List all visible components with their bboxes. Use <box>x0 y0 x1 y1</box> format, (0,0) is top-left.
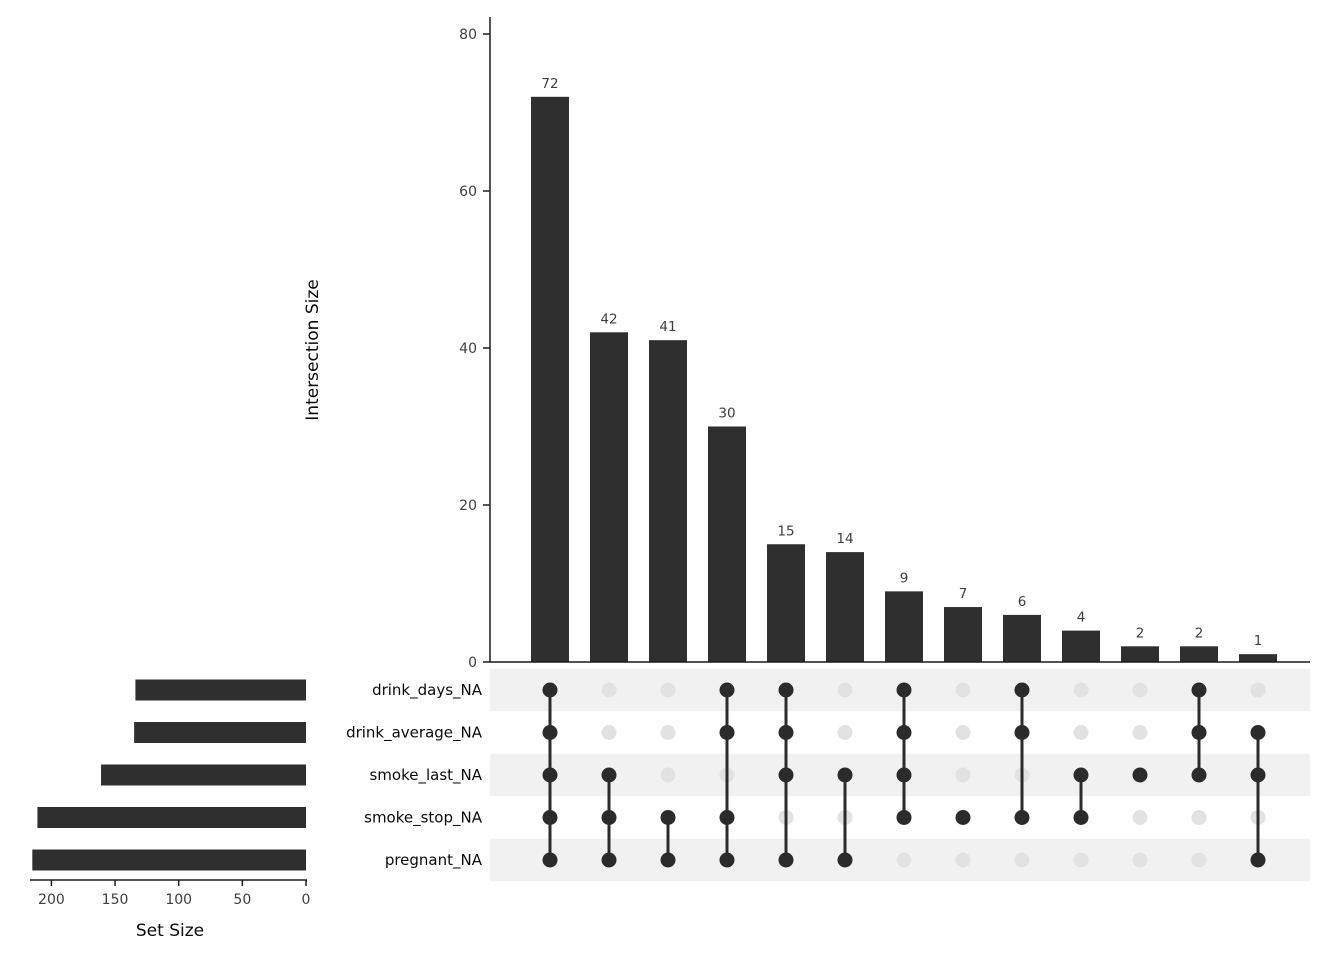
intersection-bar <box>1003 614 1041 662</box>
set-size-bar <box>32 849 307 871</box>
y-tick-label: 40 <box>459 341 477 357</box>
set-size-axis-title: Set Size <box>136 921 204 941</box>
set-label: drink_average_NA <box>346 724 483 743</box>
matrix-dot-inactive <box>1132 682 1148 698</box>
set-size-bar <box>134 722 306 743</box>
matrix-dot-inactive <box>1132 810 1148 825</box>
matrix-dot-inactive <box>837 682 853 698</box>
set-size-bar <box>135 679 306 701</box>
intersection-bar-label: 4 <box>1077 610 1086 626</box>
intersection-bar-label: 2 <box>1136 625 1145 641</box>
intersection-bar <box>1180 646 1218 662</box>
matrix-dot-inactive <box>837 725 853 740</box>
intersection-bar-label: 72 <box>541 76 558 92</box>
set-size-bar-chart <box>32 679 307 871</box>
matrix-dot-inactive <box>955 852 971 868</box>
intersection-bar-label: 42 <box>600 311 617 327</box>
set-label: smoke_stop_NA <box>364 809 483 828</box>
y-tick-label: 80 <box>459 27 477 43</box>
intersection-bar <box>767 544 805 662</box>
set-label: pregnant_NA <box>385 851 483 870</box>
y-tick-label: 60 <box>459 184 477 200</box>
intersection-bar <box>944 607 982 662</box>
intersection-bar <box>1062 630 1100 662</box>
intersection-bar <box>531 96 569 663</box>
intersection-bar <box>826 552 864 662</box>
matrix-dot-active <box>1132 767 1148 783</box>
set-label: smoke_last_NA <box>369 766 482 785</box>
matrix-dot-active <box>955 810 971 825</box>
intersection-bar <box>590 332 628 662</box>
matrix-connectors <box>548 690 1260 860</box>
matrix-dot-inactive <box>1073 852 1089 868</box>
set-tick-label: 150 <box>102 892 129 908</box>
matrix-dot-inactive <box>1250 682 1266 698</box>
intersection-bar <box>1121 646 1159 662</box>
set-tick-label: 100 <box>165 892 192 908</box>
matrix-dot-inactive <box>1014 852 1030 868</box>
matrix-dot-inactive <box>1132 725 1148 740</box>
intersection-bar-label: 9 <box>900 570 909 586</box>
intersection-bar-label: 15 <box>777 523 794 539</box>
set-tick-label: 50 <box>233 892 251 908</box>
intersection-bar-label: 7 <box>959 586 968 602</box>
axes: 0 20 40 60 80 200 150 100 50 0 <box>30 17 1310 908</box>
set-tick-label: 200 <box>38 892 65 908</box>
set-size-bar <box>37 807 306 828</box>
matrix-dot-inactive <box>1073 682 1089 698</box>
intersection-bar-label: 6 <box>1018 594 1027 610</box>
matrix-dot-inactive <box>955 767 971 783</box>
set-tick-label: 0 <box>302 892 311 908</box>
set-labels: drink_days_NA drink_average_NA smoke_last_… <box>346 681 483 870</box>
matrix-dot-inactive <box>955 725 971 740</box>
matrix-dot-inactive <box>660 682 676 698</box>
intersection-bar-label: 14 <box>836 531 853 547</box>
intersection-bar-label: 2 <box>1195 625 1204 641</box>
matrix-dot-inactive <box>601 682 617 698</box>
matrix-dot-inactive <box>660 725 676 740</box>
matrix-dot-inactive <box>1191 852 1207 868</box>
matrix-dot-inactive <box>955 682 971 698</box>
set-size-bar <box>101 764 306 786</box>
matrix-dot-inactive <box>1073 725 1089 740</box>
matrix-dot-inactive <box>601 725 617 740</box>
intersection-bar <box>1239 654 1277 662</box>
intersection-axis-title: Intersection Size <box>303 279 323 420</box>
intersection-bar <box>649 340 687 662</box>
y-tick-label: 0 <box>468 655 477 671</box>
matrix-dot-inactive <box>896 852 912 868</box>
y-tick-label: 20 <box>459 498 477 514</box>
intersection-bar <box>708 426 746 662</box>
intersection-bar <box>885 591 923 662</box>
matrix-dot-inactive <box>660 767 676 783</box>
matrix-dot-inactive <box>1191 810 1207 825</box>
matrix-dot-inactive <box>1132 852 1148 868</box>
set-label: drink_days_NA <box>372 681 483 700</box>
intersection-bar-label: 30 <box>718 406 735 422</box>
intersection-bar-label: 41 <box>659 319 676 335</box>
intersection-bar-label: 1 <box>1254 633 1263 649</box>
